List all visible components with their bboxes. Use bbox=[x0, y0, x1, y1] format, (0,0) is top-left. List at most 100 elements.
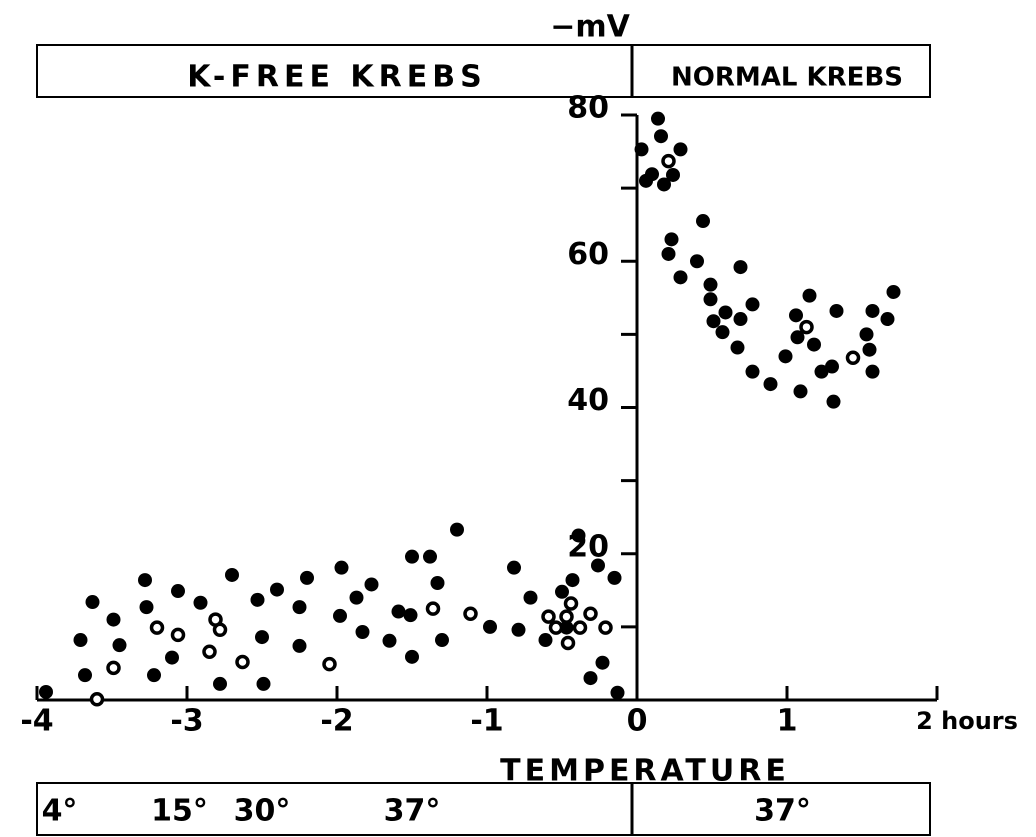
point bbox=[865, 303, 880, 318]
point bbox=[826, 394, 841, 409]
point bbox=[664, 232, 679, 247]
point bbox=[435, 633, 449, 648]
point bbox=[595, 655, 610, 670]
point bbox=[559, 620, 574, 635]
point bbox=[423, 549, 437, 564]
x-tick-label: -4 bbox=[20, 704, 53, 739]
point bbox=[865, 364, 880, 379]
point bbox=[559, 609, 574, 624]
point bbox=[202, 644, 217, 659]
point bbox=[583, 671, 598, 686]
point bbox=[661, 153, 676, 169]
point bbox=[523, 590, 538, 605]
point bbox=[212, 622, 228, 638]
y-tick-label: 40 bbox=[567, 383, 609, 418]
point bbox=[696, 214, 710, 229]
point bbox=[651, 111, 665, 126]
point bbox=[778, 349, 793, 364]
point bbox=[85, 595, 100, 610]
point bbox=[89, 692, 105, 707]
x-tick-label: -1 bbox=[470, 704, 503, 739]
point bbox=[706, 314, 721, 329]
point bbox=[450, 522, 464, 537]
point bbox=[634, 142, 649, 157]
point bbox=[565, 573, 580, 588]
point bbox=[661, 246, 676, 261]
point bbox=[673, 270, 688, 285]
point bbox=[799, 319, 814, 335]
point bbox=[666, 167, 680, 182]
point bbox=[703, 292, 718, 307]
y-axis-label: −mV bbox=[550, 10, 630, 45]
point bbox=[256, 676, 271, 691]
point bbox=[112, 638, 127, 653]
x-tick-label: -2 bbox=[320, 704, 353, 739]
point bbox=[880, 312, 895, 327]
point bbox=[334, 560, 349, 575]
point bbox=[560, 635, 576, 651]
point bbox=[645, 167, 659, 182]
point bbox=[571, 528, 586, 543]
condition-box bbox=[36, 44, 931, 98]
point bbox=[235, 654, 250, 670]
point bbox=[886, 284, 901, 299]
y-tick-label: 60 bbox=[567, 237, 609, 272]
point bbox=[292, 638, 307, 653]
point bbox=[598, 620, 613, 635]
point bbox=[213, 676, 227, 691]
point bbox=[745, 297, 760, 312]
point bbox=[572, 620, 588, 635]
point bbox=[171, 584, 185, 599]
point bbox=[292, 600, 307, 615]
point bbox=[403, 608, 418, 623]
point bbox=[745, 364, 760, 379]
point bbox=[170, 627, 186, 643]
point bbox=[654, 129, 668, 144]
point bbox=[270, 582, 284, 597]
point bbox=[862, 342, 877, 357]
point bbox=[139, 600, 154, 615]
point bbox=[39, 684, 53, 699]
point bbox=[829, 303, 844, 318]
point bbox=[673, 142, 688, 157]
point bbox=[507, 560, 521, 575]
point bbox=[715, 325, 730, 340]
point bbox=[793, 384, 808, 399]
point bbox=[225, 567, 239, 582]
point bbox=[149, 620, 165, 635]
point bbox=[825, 359, 839, 374]
point bbox=[607, 570, 622, 585]
temperature-title: TEMPERATURE bbox=[500, 754, 790, 789]
point bbox=[300, 570, 314, 585]
point bbox=[463, 606, 478, 621]
point bbox=[733, 260, 748, 275]
point bbox=[845, 350, 861, 366]
condition-label: NORMAL KREBS bbox=[671, 63, 903, 93]
point bbox=[541, 609, 556, 624]
point bbox=[364, 577, 379, 592]
x-tick-label: 0 bbox=[627, 704, 648, 739]
point bbox=[391, 604, 406, 619]
point bbox=[106, 660, 121, 676]
point bbox=[255, 630, 269, 645]
point bbox=[193, 595, 208, 610]
temperature-box bbox=[36, 782, 931, 836]
temperature-label: 37° bbox=[754, 794, 811, 829]
point bbox=[548, 620, 564, 635]
temperature-label: 4° bbox=[42, 794, 78, 829]
x-tick-label: 2 hours bbox=[916, 707, 1018, 735]
point bbox=[483, 619, 497, 634]
point bbox=[73, 633, 88, 648]
point bbox=[555, 584, 569, 599]
condition-label: K-FREE KREBS bbox=[187, 60, 486, 95]
point bbox=[349, 590, 364, 605]
point bbox=[814, 364, 829, 379]
point bbox=[718, 305, 733, 320]
point bbox=[610, 685, 625, 700]
point bbox=[538, 633, 553, 648]
point bbox=[563, 596, 579, 611]
point bbox=[250, 592, 265, 607]
temperature-label: 37° bbox=[384, 794, 441, 829]
point bbox=[333, 608, 347, 623]
